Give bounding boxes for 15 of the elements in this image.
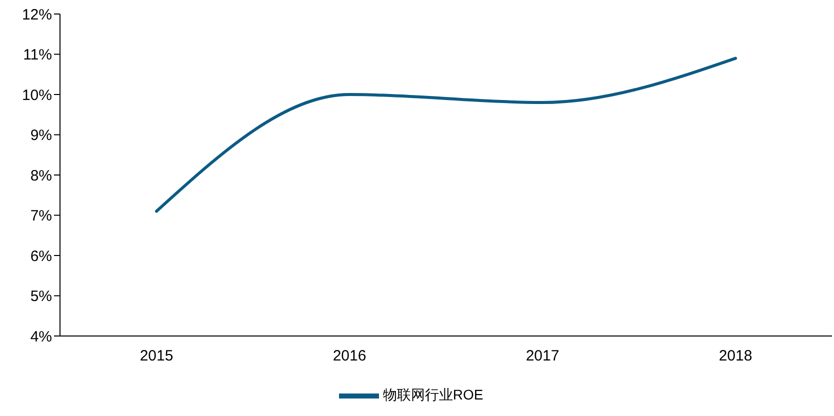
y-tick-label: 12%: [22, 6, 52, 24]
y-tick-label: 11%: [23, 46, 52, 64]
x-tick-label: 2017: [526, 348, 560, 365]
x-tick-label: 2016: [332, 348, 366, 365]
y-tick-label: 7%: [30, 208, 52, 225]
y-tick-label: 8%: [30, 167, 52, 184]
y-tick-label: 9%: [30, 127, 52, 144]
legend-label: 物联网行业ROE: [382, 386, 484, 403]
x-tick-label: 2015: [140, 348, 174, 365]
y-tick-label: 4%: [30, 328, 52, 346]
line-series: [155, 56, 737, 213]
y-tick-label: 10%: [22, 86, 52, 104]
x-tick-label: 2018: [718, 348, 752, 365]
y-tick-label: 5%: [30, 288, 52, 306]
y-tick-label: 6%: [30, 248, 52, 265]
